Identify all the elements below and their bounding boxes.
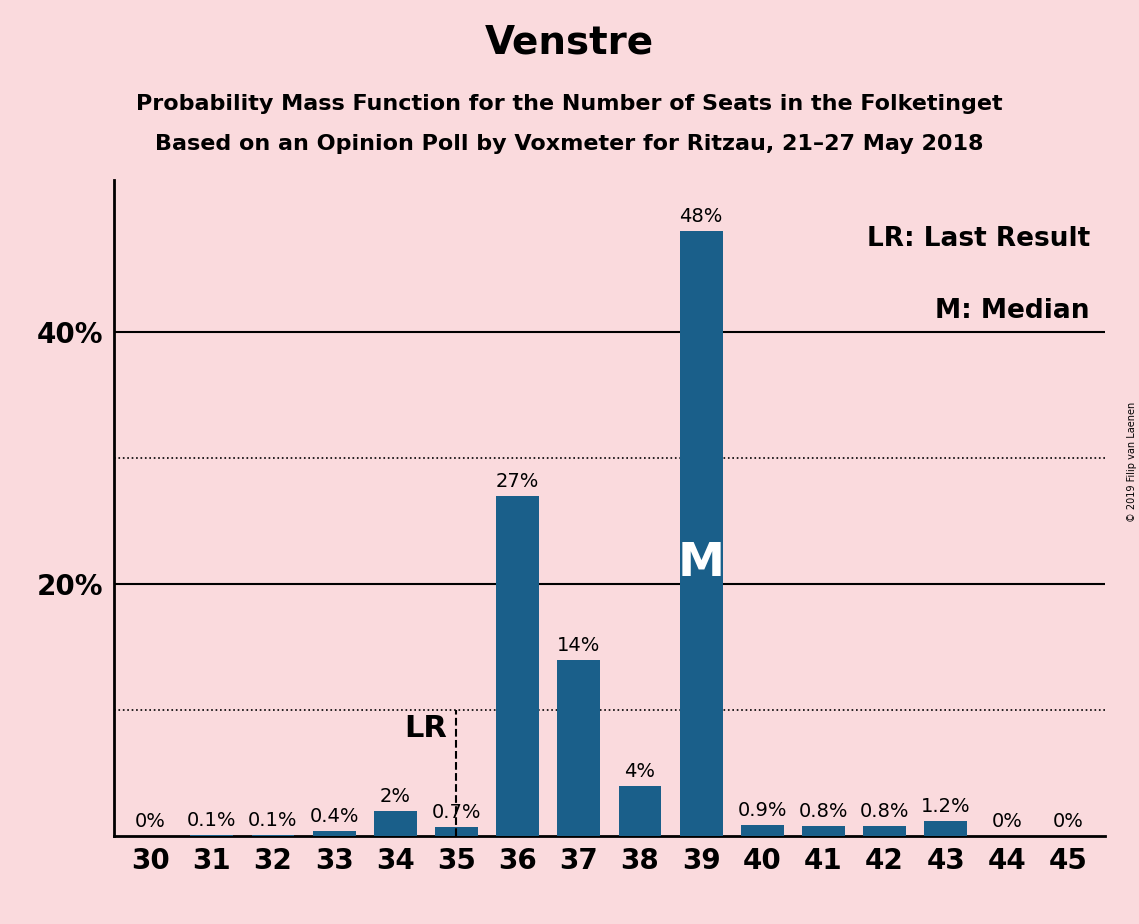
Text: 0.1%: 0.1% [248,811,297,830]
Text: Based on an Opinion Poll by Voxmeter for Ritzau, 21–27 May 2018: Based on an Opinion Poll by Voxmeter for… [155,134,984,154]
Text: 0.1%: 0.1% [187,811,237,830]
Text: LR: Last Result: LR: Last Result [867,226,1090,252]
Text: 27%: 27% [495,471,539,491]
Text: LR: LR [404,714,448,744]
Text: 0.7%: 0.7% [432,803,481,822]
Bar [497,495,539,836]
Text: Venstre: Venstre [485,23,654,61]
Text: 0.4%: 0.4% [310,808,359,826]
Text: M: M [678,541,724,586]
Bar [863,826,906,836]
Bar [618,785,662,836]
Text: © 2019 Filip van Laenen: © 2019 Filip van Laenen [1126,402,1137,522]
Bar [374,811,417,836]
Bar [190,835,233,836]
Text: 0%: 0% [992,812,1023,832]
Text: 14%: 14% [557,636,600,654]
Bar [435,827,478,836]
Text: 0%: 0% [1052,812,1083,832]
Text: 0.8%: 0.8% [860,802,909,821]
Text: Probability Mass Function for the Number of Seats in the Folketinget: Probability Mass Function for the Number… [137,94,1002,115]
Bar [925,821,967,836]
Text: 48%: 48% [680,207,723,225]
Bar [740,825,784,836]
Text: 0.9%: 0.9% [738,801,787,820]
Bar [252,835,294,836]
Text: 1.2%: 1.2% [921,797,970,816]
Bar [313,832,355,836]
Text: 4%: 4% [624,761,655,781]
Text: 2%: 2% [379,787,411,806]
Text: 0.8%: 0.8% [798,802,849,821]
Text: 0%: 0% [136,812,166,832]
Bar [802,826,845,836]
Text: M: Median: M: Median [935,298,1090,324]
Bar [680,231,722,836]
Bar [557,660,600,836]
